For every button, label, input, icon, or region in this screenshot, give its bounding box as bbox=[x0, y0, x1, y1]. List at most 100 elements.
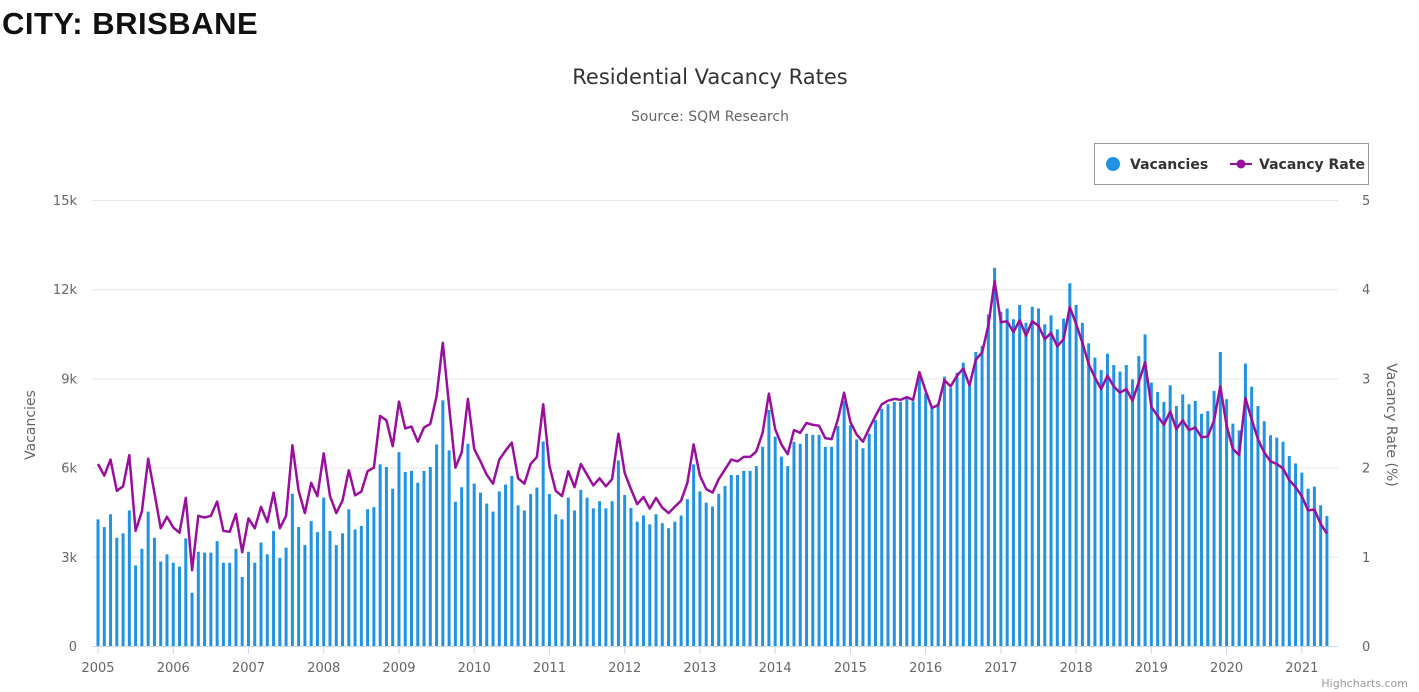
vacancies-bar bbox=[341, 533, 345, 646]
vacancies-bar bbox=[635, 521, 639, 646]
x-tick-label: 2006 bbox=[157, 661, 190, 676]
x-tick-label: 2014 bbox=[759, 661, 792, 676]
right-tick-label: 4 bbox=[1362, 283, 1370, 298]
vacancies-bar bbox=[980, 345, 984, 646]
legend-item-vacancy-rate[interactable]: Vacancy Rate bbox=[1230, 157, 1365, 173]
left-y-axis: 0 3k 6k 9k 12k 15k bbox=[53, 194, 78, 655]
vacancies-bar bbox=[723, 486, 727, 646]
vacancies-bar bbox=[1225, 399, 1229, 646]
x-tick-label: 2012 bbox=[608, 661, 641, 676]
vacancies-bar bbox=[855, 439, 859, 646]
vacancies-bar bbox=[522, 510, 526, 646]
vacancies-bar bbox=[203, 552, 207, 646]
vacancies-bar bbox=[1062, 318, 1066, 646]
vacancies-bar bbox=[1011, 319, 1015, 646]
left-axis-title: Vacancies bbox=[23, 390, 39, 460]
left-tick-label: 0 bbox=[69, 640, 77, 655]
vacancies-bar bbox=[560, 519, 564, 646]
vacancies-bar bbox=[460, 487, 464, 646]
vacancies-bar bbox=[115, 537, 119, 646]
vacancies-bar bbox=[591, 508, 595, 646]
right-tick-label: 2 bbox=[1362, 462, 1370, 477]
legend-vacancies-marker-icon bbox=[1106, 157, 1120, 171]
vacancies-bar bbox=[911, 401, 915, 646]
vacancies-bar bbox=[1055, 329, 1059, 646]
x-tick-label: 2008 bbox=[307, 661, 340, 676]
vacancies-bar bbox=[729, 475, 733, 646]
vacancies-bar bbox=[516, 505, 520, 646]
vacancies-bar bbox=[641, 515, 645, 646]
vacancies-bar bbox=[127, 510, 131, 646]
vacancies-bar bbox=[1281, 441, 1285, 646]
vacancies-bar bbox=[986, 314, 990, 646]
vacancies-bar bbox=[529, 494, 533, 646]
vacancies-bar bbox=[510, 475, 514, 646]
vacancies-bar bbox=[786, 466, 790, 646]
vacancies-bar bbox=[1049, 315, 1053, 646]
vacancies-bar bbox=[616, 460, 620, 646]
city-heading: CITY: BRISBANE bbox=[2, 6, 259, 41]
legend-item-vacancies[interactable]: Vacancies bbox=[1106, 157, 1208, 173]
x-tick-label: 2007 bbox=[232, 661, 265, 676]
vacancies-bar bbox=[993, 267, 997, 646]
vacancies-bar bbox=[140, 548, 144, 646]
vacancies-bar bbox=[1268, 435, 1272, 646]
vacancies-bar bbox=[924, 393, 928, 646]
vacancies-bar bbox=[541, 441, 545, 646]
vacancies-bar bbox=[673, 521, 677, 646]
vacancies-bar bbox=[1149, 382, 1153, 646]
vacancies-bars bbox=[96, 267, 1329, 646]
vacancies-bar bbox=[1068, 283, 1072, 646]
vacancies-bar bbox=[422, 470, 426, 646]
x-axis: 2005 2006 2007 2008 2009 2010 2011 2012 2013 2014… bbox=[81, 646, 1318, 676]
vacancies-bar bbox=[403, 472, 407, 646]
x-tick-label: 2021 bbox=[1285, 661, 1318, 676]
vacancies-bar bbox=[485, 503, 489, 646]
vacancies-bar bbox=[184, 538, 188, 646]
vacancies-bar bbox=[96, 519, 100, 646]
vacancies-bar bbox=[748, 470, 752, 646]
vacancies-bar bbox=[378, 464, 382, 646]
vacancies-bar bbox=[410, 470, 413, 646]
x-tick-label: 2005 bbox=[81, 661, 114, 676]
vacancies-bar bbox=[1319, 505, 1323, 646]
vacancies-bar bbox=[1162, 401, 1166, 646]
vacancies-bar bbox=[811, 434, 815, 646]
x-tick-label: 2015 bbox=[834, 661, 867, 676]
vacancies-bar bbox=[767, 409, 771, 646]
x-tick-label: 2016 bbox=[909, 661, 942, 676]
vacancies-bar bbox=[917, 374, 921, 646]
vacancies-bar bbox=[441, 400, 445, 646]
vacancies-bar bbox=[823, 446, 827, 646]
vacancies-bar bbox=[1312, 486, 1316, 646]
vacancies-bar bbox=[842, 400, 846, 646]
x-tick-label: 2020 bbox=[1210, 661, 1243, 676]
vacancies-bar bbox=[240, 577, 244, 646]
vacancies-bar bbox=[1231, 423, 1235, 646]
vacancies-bar bbox=[497, 491, 501, 646]
right-tick-label: 5 bbox=[1362, 194, 1370, 209]
vacancies-bar bbox=[278, 557, 282, 646]
legend-rate-marker-icon bbox=[1236, 159, 1246, 169]
highcharts-credit[interactable]: Highcharts.com bbox=[1321, 677, 1408, 690]
vacancies-bar bbox=[573, 510, 577, 646]
vacancies-bar bbox=[1018, 304, 1022, 646]
vacancies-bar bbox=[905, 398, 909, 646]
vacancies-bar bbox=[1093, 357, 1097, 646]
vacancies-bar bbox=[779, 456, 783, 646]
vacancies-bar bbox=[384, 467, 388, 646]
vacancies-bar bbox=[792, 441, 796, 646]
vacancies-bar bbox=[109, 514, 113, 646]
vacancies-bar bbox=[1030, 306, 1034, 646]
vacancies-bar bbox=[968, 386, 972, 646]
vacancies-bar bbox=[347, 509, 351, 646]
vacancies-bar bbox=[830, 446, 834, 646]
vacancies-bar bbox=[171, 562, 175, 646]
vacancies-bar bbox=[698, 491, 702, 646]
vacancies-bar bbox=[1187, 404, 1191, 646]
vacancies-bar bbox=[717, 493, 721, 646]
vacancies-bar bbox=[391, 488, 395, 646]
vacancies-bar bbox=[1300, 472, 1304, 646]
vacancies-bar bbox=[1206, 411, 1210, 646]
